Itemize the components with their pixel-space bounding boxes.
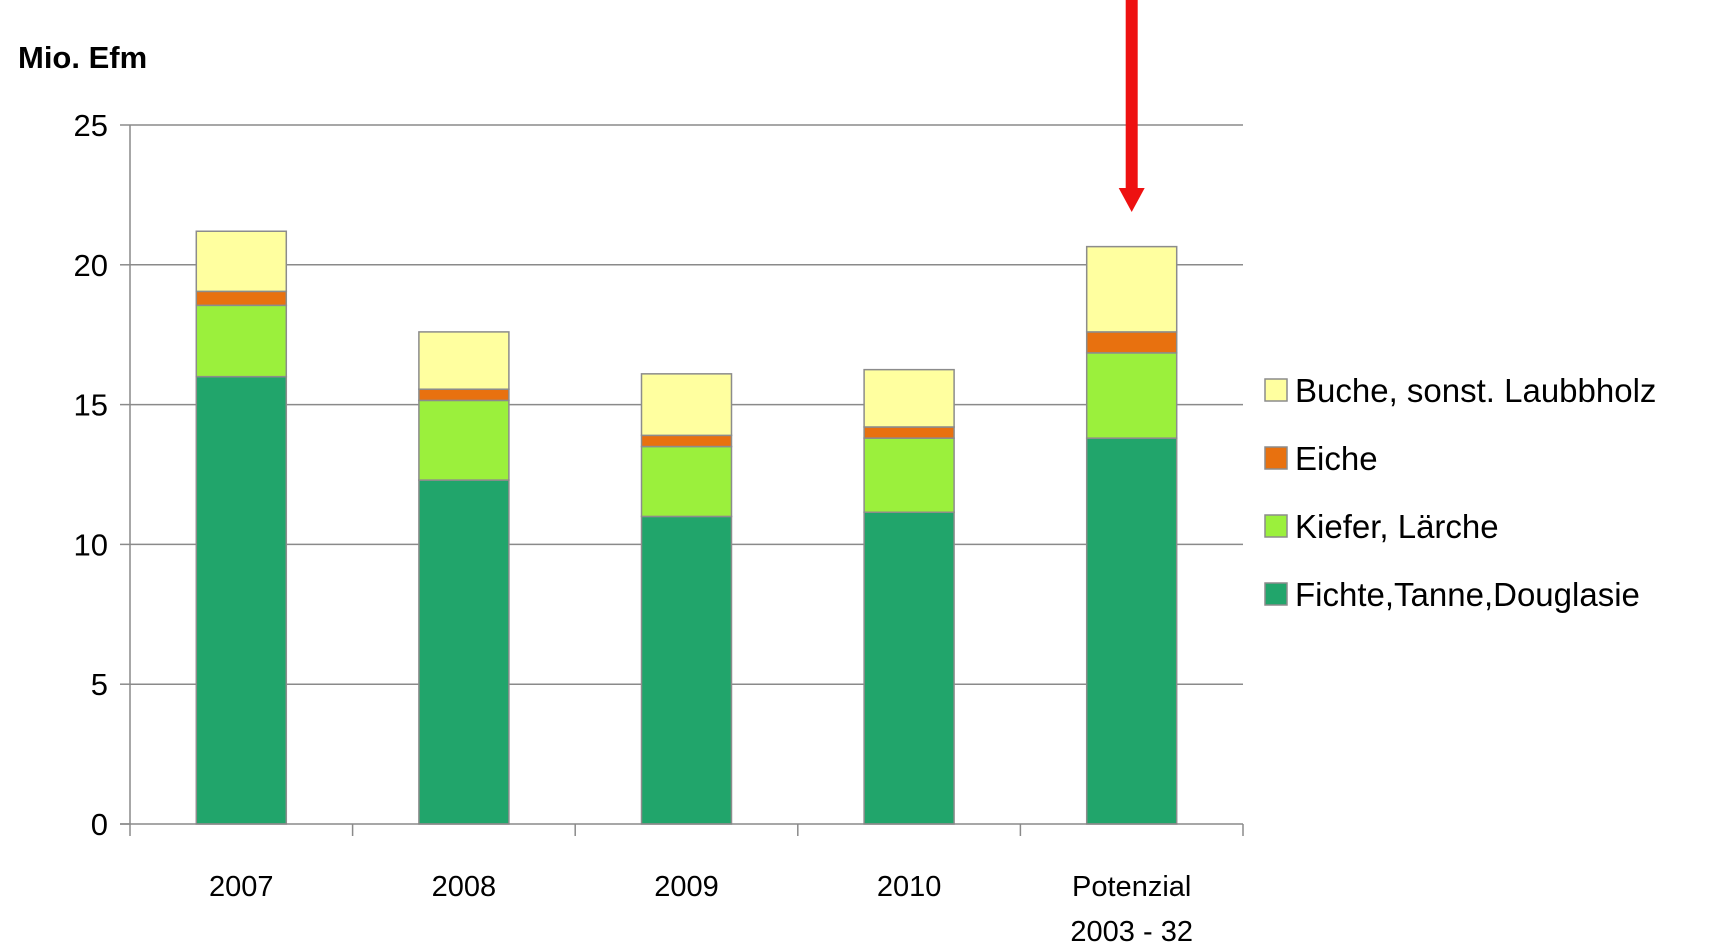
x-tick-label-1: 2008 — [432, 871, 497, 903]
bar-segment-2-cat-2 — [640, 434, 733, 448]
arrow-shaft — [1125, 0, 1138, 190]
x-tick-label-0: 2007 — [209, 871, 274, 903]
legend-swatch-2 — [1264, 446, 1288, 470]
legend: Buche, sonst. Laubbholz Eiche Kiefer, Lärc… — [1264, 372, 1656, 613]
bar-segment-1-cat-4 — [1085, 352, 1178, 439]
y-tick-label-5: 5 — [91, 667, 108, 702]
x-tick-label-2: 2009 — [654, 871, 719, 903]
bar-segment-2-cat-3 — [863, 426, 955, 439]
legend-label-2: Eiche — [1295, 440, 1378, 477]
annotation-arrow — [1118, 0, 1145, 212]
bar-segment-0-cat-3 — [863, 511, 955, 825]
x-tick-label-3: 2010 — [877, 871, 942, 903]
bar-segment-2-cat-4 — [1085, 331, 1178, 354]
bar-segment-0-cat-0 — [195, 375, 288, 825]
bar-segment-3-cat-2 — [640, 373, 733, 437]
x-tick-label-4-line-1: 2003 - 32 — [1070, 916, 1193, 943]
bar-segment-2-cat-0 — [195, 290, 288, 307]
bar-segment-2-cat-1 — [418, 388, 510, 402]
x-tick-labels: 2007 2008 2009 2010 Potenzial 2003 - 32 — [209, 871, 1193, 943]
y-tick-label-20: 20 — [74, 248, 108, 283]
y-tick-labels: 0 5 10 15 20 25 — [74, 108, 108, 842]
bar-segment-1-cat-2 — [640, 445, 733, 518]
bar-segment-3-cat-4 — [1085, 245, 1178, 333]
bar-segment-3-cat-1 — [418, 331, 510, 390]
bars — [195, 230, 1178, 825]
y-tick-label-15: 15 — [74, 388, 108, 423]
bar-segment-1-cat-0 — [195, 304, 288, 378]
arrow-head — [1118, 188, 1145, 212]
legend-swatch-3 — [1264, 378, 1288, 402]
y-tick-label-25: 25 — [74, 108, 108, 143]
y-tick-label-10: 10 — [74, 527, 108, 562]
legend-swatch-1 — [1264, 514, 1288, 538]
bar-segment-3-cat-0 — [195, 230, 288, 293]
bar-segment-3-cat-3 — [863, 368, 955, 428]
x-tick-label-4-line-0: Potenzial — [1072, 871, 1191, 903]
bar-segment-1-cat-3 — [863, 437, 955, 513]
bar-segment-0-cat-1 — [418, 479, 510, 825]
y-tick-label-0: 0 — [91, 807, 108, 842]
bar-segment-0-cat-2 — [640, 515, 733, 825]
legend-label-1: Kiefer, Lärche — [1295, 508, 1499, 545]
bar-segment-0-cat-4 — [1085, 437, 1178, 825]
axes — [120, 124, 1244, 836]
bar-segment-1-cat-1 — [418, 399, 510, 481]
legend-label-3: Buche, sonst. Laubbholz — [1295, 372, 1656, 409]
y-axis-unit-label: Mio. Efm — [18, 40, 147, 75]
legend-swatch-0 — [1264, 582, 1288, 606]
legend-label-0: Fichte,Tanne,Douglasie — [1295, 576, 1640, 613]
